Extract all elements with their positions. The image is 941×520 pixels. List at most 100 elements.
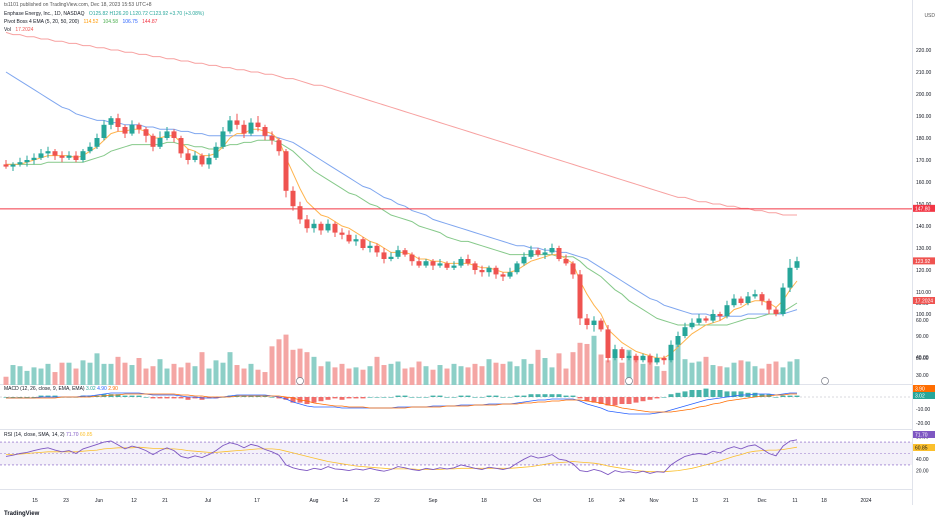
price-tick-label: 90.00 (916, 334, 929, 340)
tradingview-logo[interactable]: TradingView (4, 511, 39, 517)
volume-bar (94, 353, 100, 385)
volume-bar (297, 348, 303, 385)
candle-body (577, 274, 583, 319)
candle-body (731, 298, 737, 306)
candle-body (262, 127, 268, 136)
macd-histogram-bar (10, 397, 16, 398)
time-tick-label: Jul (205, 498, 211, 504)
volume-bar (759, 368, 765, 385)
price-tick-label: 160.00 (916, 180, 932, 186)
signal-line (6, 393, 797, 413)
volume-bar (164, 368, 170, 385)
volume-bar (619, 362, 625, 385)
candle-body (682, 327, 688, 336)
candle-body (59, 155, 65, 158)
volume-bar (45, 363, 51, 385)
volume-bar (682, 359, 688, 385)
time-tick-label: 21 (162, 498, 168, 504)
candle-body (612, 349, 618, 358)
hline-price-tag-bg (913, 204, 935, 212)
event-marker-icon (821, 377, 829, 385)
ema-lines (5, 31, 798, 359)
rsi-label[interactable]: RSI (14, close, SMA, 14, 2) (4, 432, 65, 438)
volume-bar (647, 361, 653, 385)
volume-bar (528, 363, 534, 385)
volume-bar (773, 361, 779, 385)
macd-histogram-bar (185, 397, 191, 400)
candle-body (395, 250, 401, 257)
time-tick-label: Aug (310, 498, 319, 504)
macd-histogram-bar (276, 397, 282, 399)
currency-label[interactable]: USD (924, 13, 935, 19)
macd-histogram-bar (724, 391, 730, 397)
pivot-label[interactable]: Pivot Boss 4 EMA (5, 20, 50, 200) (4, 19, 80, 25)
volume-bar (780, 367, 786, 385)
macd-histogram-bar (437, 395, 443, 397)
time-tick-label: Dec (758, 498, 767, 504)
volume-bar (731, 362, 737, 385)
candle-body (66, 155, 72, 158)
macd-label[interactable]: MACD (12, 26, close, 9, EMA, EMA) (4, 386, 85, 392)
volume-bar (276, 339, 282, 385)
price-tick-label: 220.00 (916, 48, 932, 54)
symbol-line[interactable]: Enphase Energy, Inc., 1D, NASDAQ (4, 11, 85, 17)
macd-histogram-bar (178, 397, 184, 399)
time-tick-label: 23 (63, 498, 69, 504)
candle-body (402, 250, 408, 255)
macd-histogram-bar (689, 390, 695, 397)
time-tick-label: 11 (792, 498, 797, 504)
macd-histogram-bar (570, 395, 576, 397)
macd-histogram-bar (591, 397, 597, 403)
volume-bar (129, 365, 135, 385)
pivot-value-ema5: 114.52 (83, 19, 99, 25)
ema200-line (5, 31, 797, 216)
macd-histogram-bar (640, 397, 646, 402)
candle-body (290, 190, 296, 207)
event-marker-icon (296, 377, 304, 385)
macd-histogram-bar (584, 397, 590, 402)
volume-bar (549, 367, 555, 385)
macd-value-hist: 3.02 (85, 386, 96, 392)
candle-body (423, 261, 429, 266)
volume-bar (710, 365, 716, 385)
macd-histogram-bar (696, 390, 702, 397)
candle-body (304, 219, 310, 229)
macd-histogram-bar (577, 397, 583, 399)
volume-bar (318, 366, 324, 385)
macd-histogram-bar (675, 392, 681, 397)
volume-bar (311, 356, 317, 385)
candle-body (458, 259, 464, 266)
candle-body (213, 146, 219, 158)
volume-legend: Vol 17.2024 (4, 27, 36, 33)
volume-bar (388, 363, 394, 385)
macd-value-signal: 2.90 (108, 386, 118, 392)
vol-label[interactable]: Vol (4, 27, 11, 33)
rsi-value: 71.70 (65, 432, 79, 438)
price-tick-label: 170.00 (916, 158, 932, 164)
candle-body (38, 153, 44, 158)
macd-histogram-bar (598, 397, 604, 404)
last-price-tag-bg (913, 257, 935, 265)
candle-body (164, 131, 170, 138)
candle-body (150, 135, 156, 147)
volume-bar (661, 370, 667, 385)
macd-histogram-bar (451, 397, 457, 398)
time-tick-label: 17 (254, 498, 260, 504)
price-tick-label: 140.00 (916, 224, 932, 230)
volume-bar (570, 352, 576, 385)
macd-histogram-bar (409, 397, 415, 398)
macd-histogram-bar (549, 394, 555, 397)
macd-histogram-bar (493, 395, 499, 397)
candle-body (31, 157, 37, 160)
macd-value-line: 4.90 (97, 386, 107, 392)
macd-histogram-bar (528, 394, 534, 397)
volume-bar (192, 366, 198, 385)
volume-bar (325, 361, 331, 385)
volume-bar (535, 349, 541, 385)
macd-histogram-bar (423, 397, 429, 398)
candle-body (115, 118, 121, 127)
volume-bar (108, 363, 114, 385)
macd-histogram-bar (416, 397, 422, 398)
volume-bar (367, 366, 373, 385)
